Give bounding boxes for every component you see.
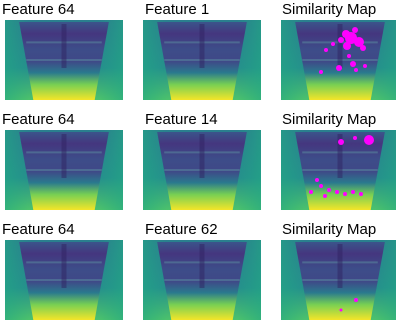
- panel-title: Similarity Map: [282, 111, 376, 128]
- panel: [281, 240, 396, 320]
- similarity-dot: [359, 192, 363, 196]
- similarity-dot: [350, 61, 356, 67]
- similarity-dot: [331, 42, 335, 46]
- panel: [5, 130, 123, 210]
- panel-title: Feature 64: [2, 221, 75, 238]
- similarity-dot: [343, 42, 351, 50]
- similarity-dot: [343, 192, 347, 196]
- similarity-dot: [319, 184, 323, 188]
- panel: [5, 20, 123, 100]
- similarity-dot: [315, 178, 319, 182]
- similarity-dot: [347, 54, 351, 58]
- similarity-dot: [327, 188, 331, 192]
- similarity-dot: [360, 45, 366, 51]
- similarity-dot: [364, 135, 374, 145]
- panel: [143, 130, 261, 210]
- panel-title: Feature 14: [145, 111, 218, 128]
- panel: [5, 240, 123, 320]
- similarity-dot: [351, 190, 355, 194]
- similarity-dot: [319, 70, 323, 74]
- panel-title: Similarity Map: [282, 1, 376, 18]
- panel: [281, 20, 396, 100]
- similarity-dot: [354, 68, 358, 72]
- panel: [281, 130, 396, 210]
- panel-title: Feature 64: [2, 1, 75, 18]
- similarity-dot: [338, 37, 344, 43]
- similarity-dot: [324, 48, 328, 52]
- similarity-dot: [354, 298, 358, 302]
- similarity-dot: [363, 64, 367, 68]
- similarity-dot: [338, 139, 344, 145]
- panel-title: Feature 1: [145, 1, 209, 18]
- panel-title: Feature 62: [145, 221, 218, 238]
- similarity-dot: [352, 27, 358, 33]
- panel: [143, 240, 261, 320]
- similarity-dot: [354, 37, 364, 47]
- panel-title: Similarity Map: [282, 221, 376, 238]
- similarity-dot: [353, 136, 357, 140]
- similarity-dot: [309, 190, 313, 194]
- panel-title: Feature 64: [2, 111, 75, 128]
- similarity-dot: [323, 194, 327, 198]
- panel: [143, 20, 261, 100]
- similarity-dot: [339, 308, 343, 312]
- similarity-dot: [336, 65, 342, 71]
- similarity-dot: [335, 190, 339, 194]
- similarity-dot: [342, 30, 350, 38]
